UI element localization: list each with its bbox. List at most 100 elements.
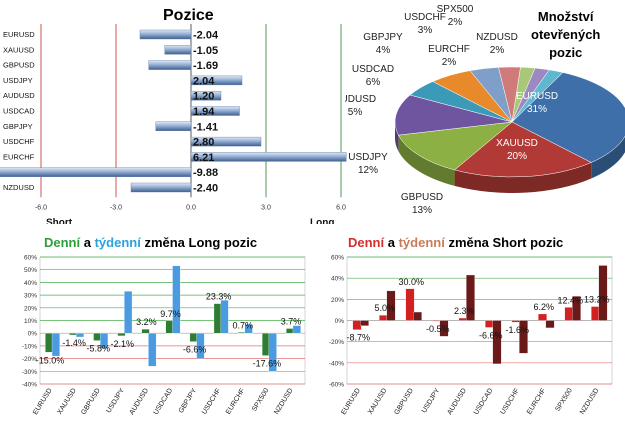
category-label: USDCAD (153, 387, 175, 416)
long-title-part-2: a (80, 235, 95, 250)
category-label: NZDUSD (273, 387, 294, 415)
bar (190, 136, 262, 147)
category-label: GBPUSD (80, 387, 102, 416)
pie-value-label: 2% (448, 17, 463, 28)
bar (458, 317, 468, 321)
short-title-part-4: změna Short pozic (444, 235, 564, 250)
bar (360, 320, 369, 326)
bar (598, 265, 608, 321)
category-label: EURCHF (526, 387, 547, 415)
value-label: 6.2% (533, 302, 554, 312)
bar (591, 306, 600, 321)
bar (352, 320, 362, 330)
bar (130, 182, 192, 193)
category-label: XAUUSD (56, 387, 77, 415)
pie-value-label: 2% (442, 57, 457, 68)
pie-category-label: GBPUSD (401, 192, 443, 203)
category-label: USDCHF (201, 387, 222, 415)
value-label: 1.94 (193, 106, 215, 118)
value-label: -2.04 (193, 30, 219, 42)
value-label: 2.80 (193, 137, 214, 149)
bar (545, 320, 555, 329)
pie-slice (511, 72, 625, 163)
bar (190, 75, 243, 86)
long-change-title: Denní a týdenní změna Long pozic (44, 235, 257, 250)
y-tick-label: 50% (24, 267, 37, 274)
long-title-part-1: Denní (44, 235, 81, 250)
short-title-part-2: a (384, 235, 399, 250)
y-tick-label: 60% (24, 255, 37, 262)
bar (148, 333, 157, 367)
value-label: -6.6% (479, 330, 503, 340)
bar (75, 333, 84, 338)
pie-title: Množství otevřených pozic (531, 8, 600, 62)
value-label: -15.0% (36, 355, 65, 365)
y-tick-label: 10% (24, 318, 37, 325)
y-tick-label: -60% (329, 382, 344, 389)
value-label: -1.05 (193, 45, 218, 57)
bar (124, 291, 133, 334)
category-label: USDJPY (3, 76, 33, 85)
value-label: 6.21 (193, 152, 214, 164)
pie-value-label: 31% (527, 104, 547, 115)
pie-category-label: USDCHF (404, 12, 446, 23)
pie-slice (454, 121, 592, 178)
category-label: SPX500 (251, 387, 271, 413)
bar (519, 320, 528, 354)
category-label: NZDUSD (579, 387, 600, 415)
bar (413, 311, 422, 321)
bar (117, 333, 126, 337)
pie-value-label: 2% (490, 45, 505, 56)
category-label: NZDUSD (3, 183, 35, 192)
value-label: -1.69 (193, 60, 218, 72)
category-label: EURUSD (32, 387, 54, 416)
category-label: USDJPY (421, 387, 442, 414)
short-change-title: Denní a týdenní změna Short pozic (348, 235, 563, 250)
long-label: Long (310, 217, 334, 224)
y-tick-label: -40% (22, 382, 37, 389)
bar (51, 333, 60, 357)
category-label: USDCAD (3, 107, 35, 116)
value-label: -1.4% (62, 338, 86, 348)
pie-title-line-3: pozic (549, 45, 583, 60)
pie-slice (394, 94, 513, 136)
pie-value-label: 3% (418, 25, 433, 36)
y-tick-label: 0% (28, 331, 38, 338)
bar (141, 328, 150, 334)
bar (244, 324, 253, 334)
category-label: SPX500 (554, 387, 574, 413)
x-tick-label: 0.0 (186, 204, 196, 211)
pie-category-label: SPX500 (437, 4, 474, 15)
bar (0, 167, 192, 177)
bar (213, 303, 222, 334)
y-tick-label: -20% (329, 339, 344, 346)
y-tick-label: 40% (24, 280, 37, 287)
bar (268, 333, 277, 372)
pie-category-label: EURUSD (516, 91, 558, 102)
positions-bar-chart: -6.0 -3.0 0.0 3.0 6.0 EURUSD -2.04 XAUUSD -1.05 G… (0, 24, 347, 224)
category-label: USDCHF (3, 137, 35, 146)
pie-category-label: EURCHF (428, 44, 470, 55)
bar (379, 315, 388, 321)
pie-category-label: USDCAD (352, 64, 394, 75)
y-tick-label: -10% (22, 343, 37, 350)
bar (172, 265, 181, 334)
bar (466, 274, 475, 321)
category-label: GBPJPY (3, 122, 33, 131)
bar (189, 333, 198, 342)
bar (511, 320, 521, 323)
pie-category-label: AUDUSD (345, 94, 376, 105)
pie-slice (511, 69, 564, 123)
value-label: 12.4% (557, 295, 583, 305)
pie-category-label: XAUUSD (496, 138, 538, 149)
pie-category-label: USDJPY (348, 152, 388, 163)
pie-category-label: NZDUSD (476, 32, 518, 43)
bar (538, 313, 547, 321)
bar (432, 320, 441, 322)
bar (45, 333, 54, 353)
value-label: 30.0% (398, 277, 424, 287)
value-label: -2.1% (111, 339, 135, 349)
pie-value-label: 13% (412, 205, 432, 216)
y-tick-label: 60% (331, 255, 344, 262)
value-label: 2.04 (193, 75, 215, 87)
